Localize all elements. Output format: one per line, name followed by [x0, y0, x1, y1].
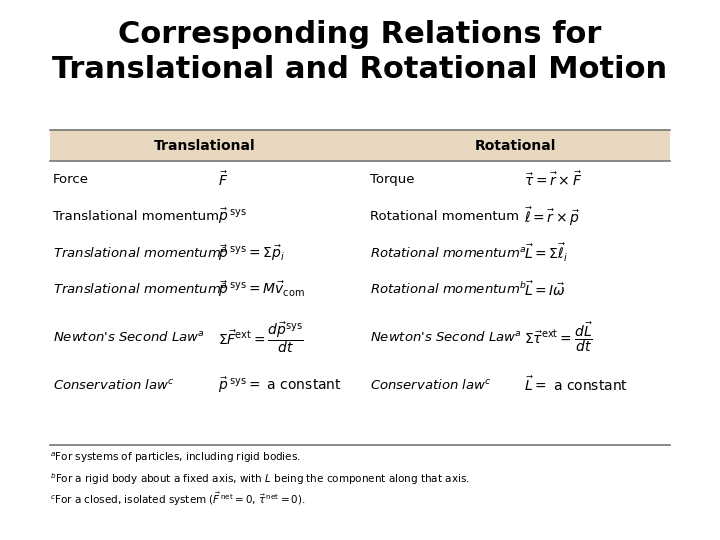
Text: $\vec{\ell} = \vec{r} \times \vec{p}$: $\vec{\ell} = \vec{r} \times \vec{p}$: [523, 205, 580, 227]
Text: $\vec{L} = $ a constant: $\vec{L} = $ a constant: [523, 376, 628, 394]
Text: Translational momentum$^a$: Translational momentum$^a$: [53, 282, 228, 296]
Text: Conservation law$^c$: Conservation law$^c$: [370, 378, 492, 392]
FancyBboxPatch shape: [50, 130, 670, 161]
Text: Translational: Translational: [154, 139, 256, 153]
Text: Rotational momentum: Rotational momentum: [370, 210, 519, 223]
Text: $^c$For a closed, isolated system ($\vec{F}^{\,\mathrm{net}} = 0$, $\vec{\tau}^{: $^c$For a closed, isolated system ($\vec…: [50, 491, 305, 508]
Text: Translational momentum$^a$: Translational momentum$^a$: [53, 246, 228, 260]
Text: Torque: Torque: [370, 173, 415, 186]
Text: $^b$For a rigid body about a fixed axis, with $L$ being the component along that: $^b$For a rigid body about a fixed axis,…: [50, 471, 469, 487]
Text: $^a$For systems of particles, including rigid bodies.: $^a$For systems of particles, including …: [50, 451, 301, 465]
Text: $\vec{L} = I\vec{\omega}$: $\vec{L} = I\vec{\omega}$: [523, 280, 565, 299]
Text: Translational momentum: Translational momentum: [53, 210, 219, 223]
Text: Corresponding Relations for: Corresponding Relations for: [118, 20, 602, 49]
Text: $\Sigma\vec{\tau}^{\mathrm{ext}} = \dfrac{d\vec{L}}{dt}$: $\Sigma\vec{\tau}^{\mathrm{ext}} = \dfra…: [523, 320, 593, 354]
Text: Rotational momentum$^b$: Rotational momentum$^b$: [370, 281, 526, 298]
Text: $\vec{\tau} = \vec{r} \times \vec{F}$: $\vec{\tau} = \vec{r} \times \vec{F}$: [523, 171, 582, 189]
Text: Translational and Rotational Motion: Translational and Rotational Motion: [53, 55, 667, 84]
Text: $\vec{p}\,^{\mathrm{sys}} = \Sigma\vec{p}_i$: $\vec{p}\,^{\mathrm{sys}} = \Sigma\vec{p…: [218, 243, 285, 262]
Text: Conservation law$^c$: Conservation law$^c$: [53, 378, 174, 392]
Text: Rotational momentum$^a$: Rotational momentum$^a$: [370, 246, 526, 260]
Text: $\vec{p}\,^{\mathrm{sys}} = M\vec{v}_{\mathrm{com}}$: $\vec{p}\,^{\mathrm{sys}} = M\vec{v}_{\m…: [218, 280, 305, 299]
Text: Rotational: Rotational: [474, 139, 556, 153]
Text: $\vec{F}$: $\vec{F}$: [218, 171, 228, 189]
Text: Force: Force: [53, 173, 89, 186]
Text: $\vec{p}\,^{\mathrm{sys}}$: $\vec{p}\,^{\mathrm{sys}}$: [218, 206, 247, 226]
Text: Newton's Second Law$^a$: Newton's Second Law$^a$: [370, 330, 522, 344]
Text: $\vec{L} = \Sigma\vec{\ell}_i$: $\vec{L} = \Sigma\vec{\ell}_i$: [523, 242, 568, 264]
Text: $\vec{p}\,^{\mathrm{sys}} = $ a constant: $\vec{p}\,^{\mathrm{sys}} = $ a constant: [218, 375, 342, 395]
Text: $\Sigma\vec{F}^{\mathrm{ext}} = \dfrac{d\vec{p}^{\mathrm{sys}}}{dt}$: $\Sigma\vec{F}^{\mathrm{ext}} = \dfrac{d…: [218, 320, 304, 355]
Text: Newton's Second Law$^a$: Newton's Second Law$^a$: [53, 330, 205, 344]
